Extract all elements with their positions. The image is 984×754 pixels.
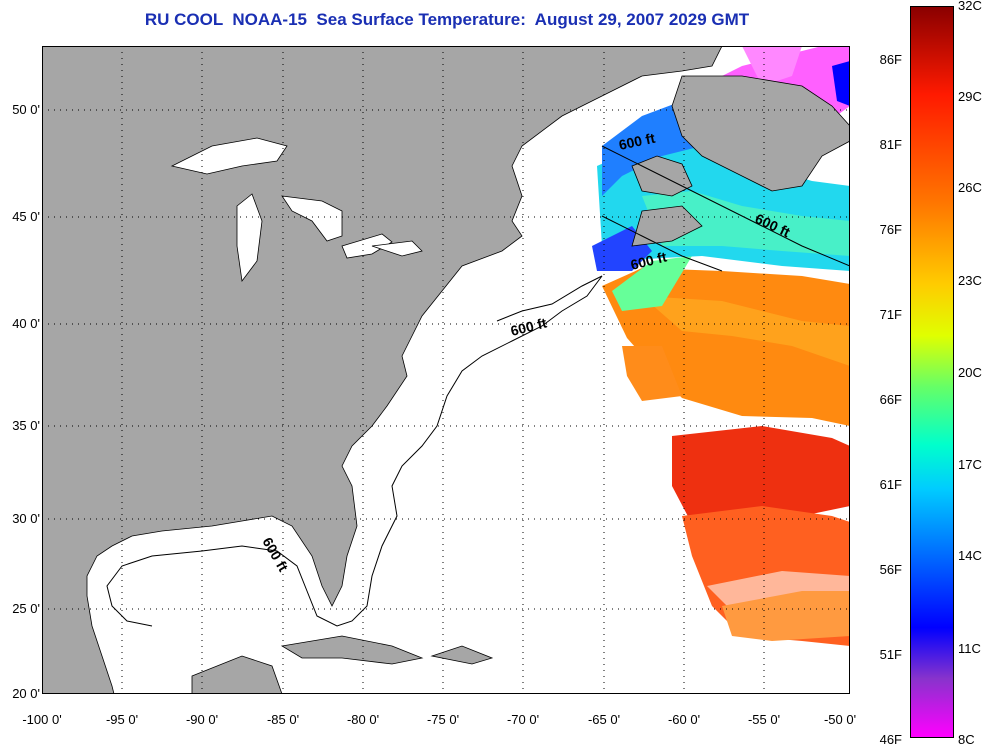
y-tick-label: 35 0' (12, 418, 40, 433)
contour-label-1: 600 ft (617, 130, 656, 153)
colorbar-celsius-label: 23C (958, 273, 982, 288)
y-tick-label: 20 0' (12, 686, 40, 701)
colorbar-fahrenheit-label: 61F (879, 477, 902, 492)
x-tick-label: -95 0' (105, 712, 139, 727)
colorbar-fahrenheit-label: 76F (879, 222, 902, 237)
y-tick-label: 50 0' (12, 102, 40, 117)
land-layer (42, 46, 850, 694)
colorbar-celsius-label: 26C (958, 180, 982, 195)
y-tick-label: 40 0' (12, 316, 40, 331)
x-tick-label: -85 0' (266, 712, 300, 727)
colorbar-celsius-label: 11C (958, 641, 981, 656)
colorbar-celsius-label: 14C (958, 548, 982, 563)
colorbar-celsius-label: 17C (958, 457, 982, 472)
600ft-contours (106, 145, 850, 627)
colorbar-fahrenheit-label: 66F (879, 392, 902, 407)
temperature-colorbar (910, 6, 954, 738)
x-tick-label: -90 0' (185, 712, 219, 727)
y-tick-label: 25 0' (12, 601, 40, 616)
x-tick-label: -70 0' (506, 712, 540, 727)
x-tick-label: -50 0' (823, 712, 857, 727)
colorbar-celsius-label: 29C (958, 89, 982, 104)
colorbar-celsius-label: 20C (958, 365, 982, 380)
map-title: RU COOL NOAA-15 Sea Surface Temperature:… (144, 10, 750, 29)
contour-label-4: 600 ft (509, 314, 549, 338)
contour-label-5: 600 ft (259, 535, 291, 575)
map-canvas: 600 ft 600 ft 600 ft 600 ft 600 ft (42, 46, 850, 694)
colorbar-fahrenheit-label: 56F (879, 562, 902, 577)
x-tick-label: -75 0' (426, 712, 460, 727)
x-tick-label: -55 0' (747, 712, 781, 727)
colorbar-celsius-label: 8C (958, 732, 975, 747)
great-lakes (170, 137, 423, 283)
x-tick-label: -65 0' (587, 712, 621, 727)
colorbar-fahrenheit-label: 86F (879, 52, 902, 67)
x-tick-label: -100 0' (22, 712, 62, 727)
colorbar-fahrenheit-label: 81F (879, 137, 902, 152)
colorbar-fahrenheit-label: 46F (879, 732, 902, 747)
graticule (42, 46, 850, 694)
colorbar-fahrenheit-label: 71F (879, 307, 902, 322)
colorbar-celsius-label: 32C (958, 0, 982, 13)
x-tick-label: -80 0' (346, 712, 380, 727)
x-tick-label: -60 0' (667, 712, 701, 727)
colorbar-fahrenheit-label: 51F (879, 647, 902, 662)
y-tick-label: 45 0' (12, 209, 40, 224)
sst-map: 600 ft 600 ft 600 ft 600 ft 600 ft (42, 46, 850, 694)
y-tick-label: 30 0' (12, 511, 40, 526)
